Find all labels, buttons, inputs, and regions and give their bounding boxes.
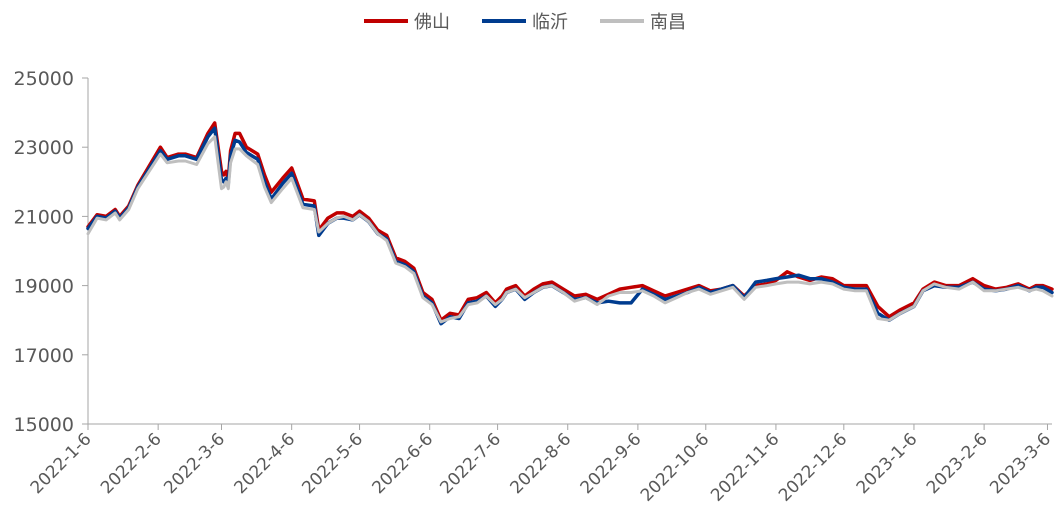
x-tick-label: 2023-1-6 [853,429,922,498]
x-tick-label: 2022-7-6 [436,429,505,498]
y-tick-label: 17000 [14,345,74,367]
x-tick-label: 2022-5-6 [298,429,367,498]
x-tick-label: 2022-4-6 [230,429,299,498]
y-tick-label: 23000 [14,137,74,159]
series-line-3 [86,135,1054,324]
legend-label: 佛山 [414,12,450,33]
legend-label: 南昌 [650,12,686,33]
y-tick-label: 25000 [14,68,74,90]
legend: 佛山 临沂 南昌 [364,12,686,33]
series-layer [86,121,1054,326]
legend-label: 临沂 [532,12,568,33]
x-tick-label: 2022-8-6 [507,429,576,498]
x-tick-label: 2022-6-6 [369,429,438,498]
x-tick-label: 2022-3-6 [160,429,229,498]
y-tick-label: 19000 [14,276,74,298]
x-tick-label: 2023-2-6 [923,429,992,498]
x-tick-label: 2022-1-6 [27,429,96,498]
y-tick-label: 15000 [14,414,74,436]
x-tick-label: 2022-9-6 [577,429,646,498]
y-tick-label: 21000 [14,206,74,228]
x-tick-label: 2022-2-6 [97,429,166,498]
x-tick-label: 2023-3-6 [986,429,1054,498]
x-tick-label: 2022-10-6 [637,429,713,505]
x-tick-label: 2022-11-6 [707,429,783,505]
y-axis: 15000 17000 19000 21000 23000 25000 [14,68,89,436]
x-tick-label: 2022-12-6 [775,429,851,505]
